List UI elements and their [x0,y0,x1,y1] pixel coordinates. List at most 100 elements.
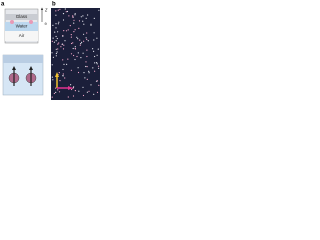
particle-dot [57,23,60,25]
particle-dot [66,10,69,13]
particle-dot [62,68,64,71]
particle-dot [58,42,60,44]
particle-dot [54,31,56,33]
particle-dot [82,52,84,54]
angle-symbol: θ [45,21,48,26]
panel-label: a [1,2,5,8]
particle-dot [93,32,95,34]
particle-dot [55,35,57,38]
particle-dot [70,84,72,86]
particle-dot [70,34,72,36]
particle-dot [78,27,80,29]
particle-dot [55,52,58,55]
particle-dot [57,89,59,91]
particle-dot [56,37,58,40]
particle-dot [57,43,59,45]
layer-label: Glass [16,14,28,19]
particle-dot [53,92,56,95]
particle-dot [59,80,61,82]
particle-dot [72,95,75,97]
particle-dot [72,16,74,18]
particle-dot [77,71,80,74]
particle-dot [90,23,92,25]
particle-dot [67,58,69,60]
particle-dot [55,40,57,42]
water-layer [5,22,38,31]
particle-dot [83,40,85,42]
particle-dot [98,84,100,86]
particle-dot [77,38,79,40]
particle-dot [73,54,75,57]
particle-dot [62,19,65,21]
axis-label: z [44,7,48,13]
inset-top [3,55,43,63]
particle-field [51,8,100,98]
particle-dot [85,17,87,19]
particle-dot [83,23,85,25]
particle-dot [62,75,64,77]
particle-dot [72,42,74,44]
particle-dot [78,90,80,92]
particle-dot [82,15,84,17]
particle-dot [94,62,96,64]
particle-dot [51,76,54,78]
particle-dot [88,90,90,92]
particle-dot [68,15,70,17]
particle-dot [57,31,59,33]
particle-dot [82,94,85,97]
particle-dot [57,48,59,50]
particle-dot [55,55,57,57]
particle-dot [66,63,68,65]
particle-dot [82,86,84,88]
particle-dot [51,40,53,43]
particle-dot [85,61,87,63]
particle-dot [55,10,57,12]
particle-dot [65,30,68,32]
particle-dot [74,58,76,61]
particle-dot [98,67,100,69]
particle-dot [73,86,75,88]
particle-dot [88,70,90,72]
particle-dot [55,91,57,93]
particle-dot [77,52,79,54]
z-arrowhead [40,7,44,10]
particle-dot [86,66,88,68]
panel-label: b [52,2,56,8]
particle-dot [94,55,96,58]
particle-dot [96,62,98,64]
particle-dot [82,20,84,22]
particle-dot [80,57,82,59]
particle-dot [97,65,100,67]
particle-dot [97,48,99,50]
arrowhead [12,66,16,70]
particle-dot [80,16,82,18]
particle-dot [63,44,65,46]
particle-dot [85,65,87,68]
particle-dot [72,15,74,17]
particle-dot [86,78,88,80]
particle-dot [78,20,81,22]
particle-dot [55,14,57,16]
particle-dot [73,22,75,24]
particle-dot [92,48,94,50]
particle-dot [93,39,95,41]
particle-dot [80,43,82,45]
particle-dot [94,70,96,72]
particle-dot [62,48,65,50]
particle-dot [62,59,64,61]
particle-dot [55,48,57,50]
particle-dot [71,88,73,91]
particle-dot [93,93,95,95]
particle-dot [76,36,78,38]
particle-dot [70,36,72,38]
micrograph [51,8,100,100]
particle [29,20,33,24]
particle-dot [90,84,92,86]
particle-dot [77,67,79,69]
particle-dot [58,91,61,93]
particle-dot [74,90,76,92]
particle-dot [81,41,83,44]
particle-dot [90,24,92,26]
particle-dot [56,51,58,53]
particle-dot [86,91,88,93]
